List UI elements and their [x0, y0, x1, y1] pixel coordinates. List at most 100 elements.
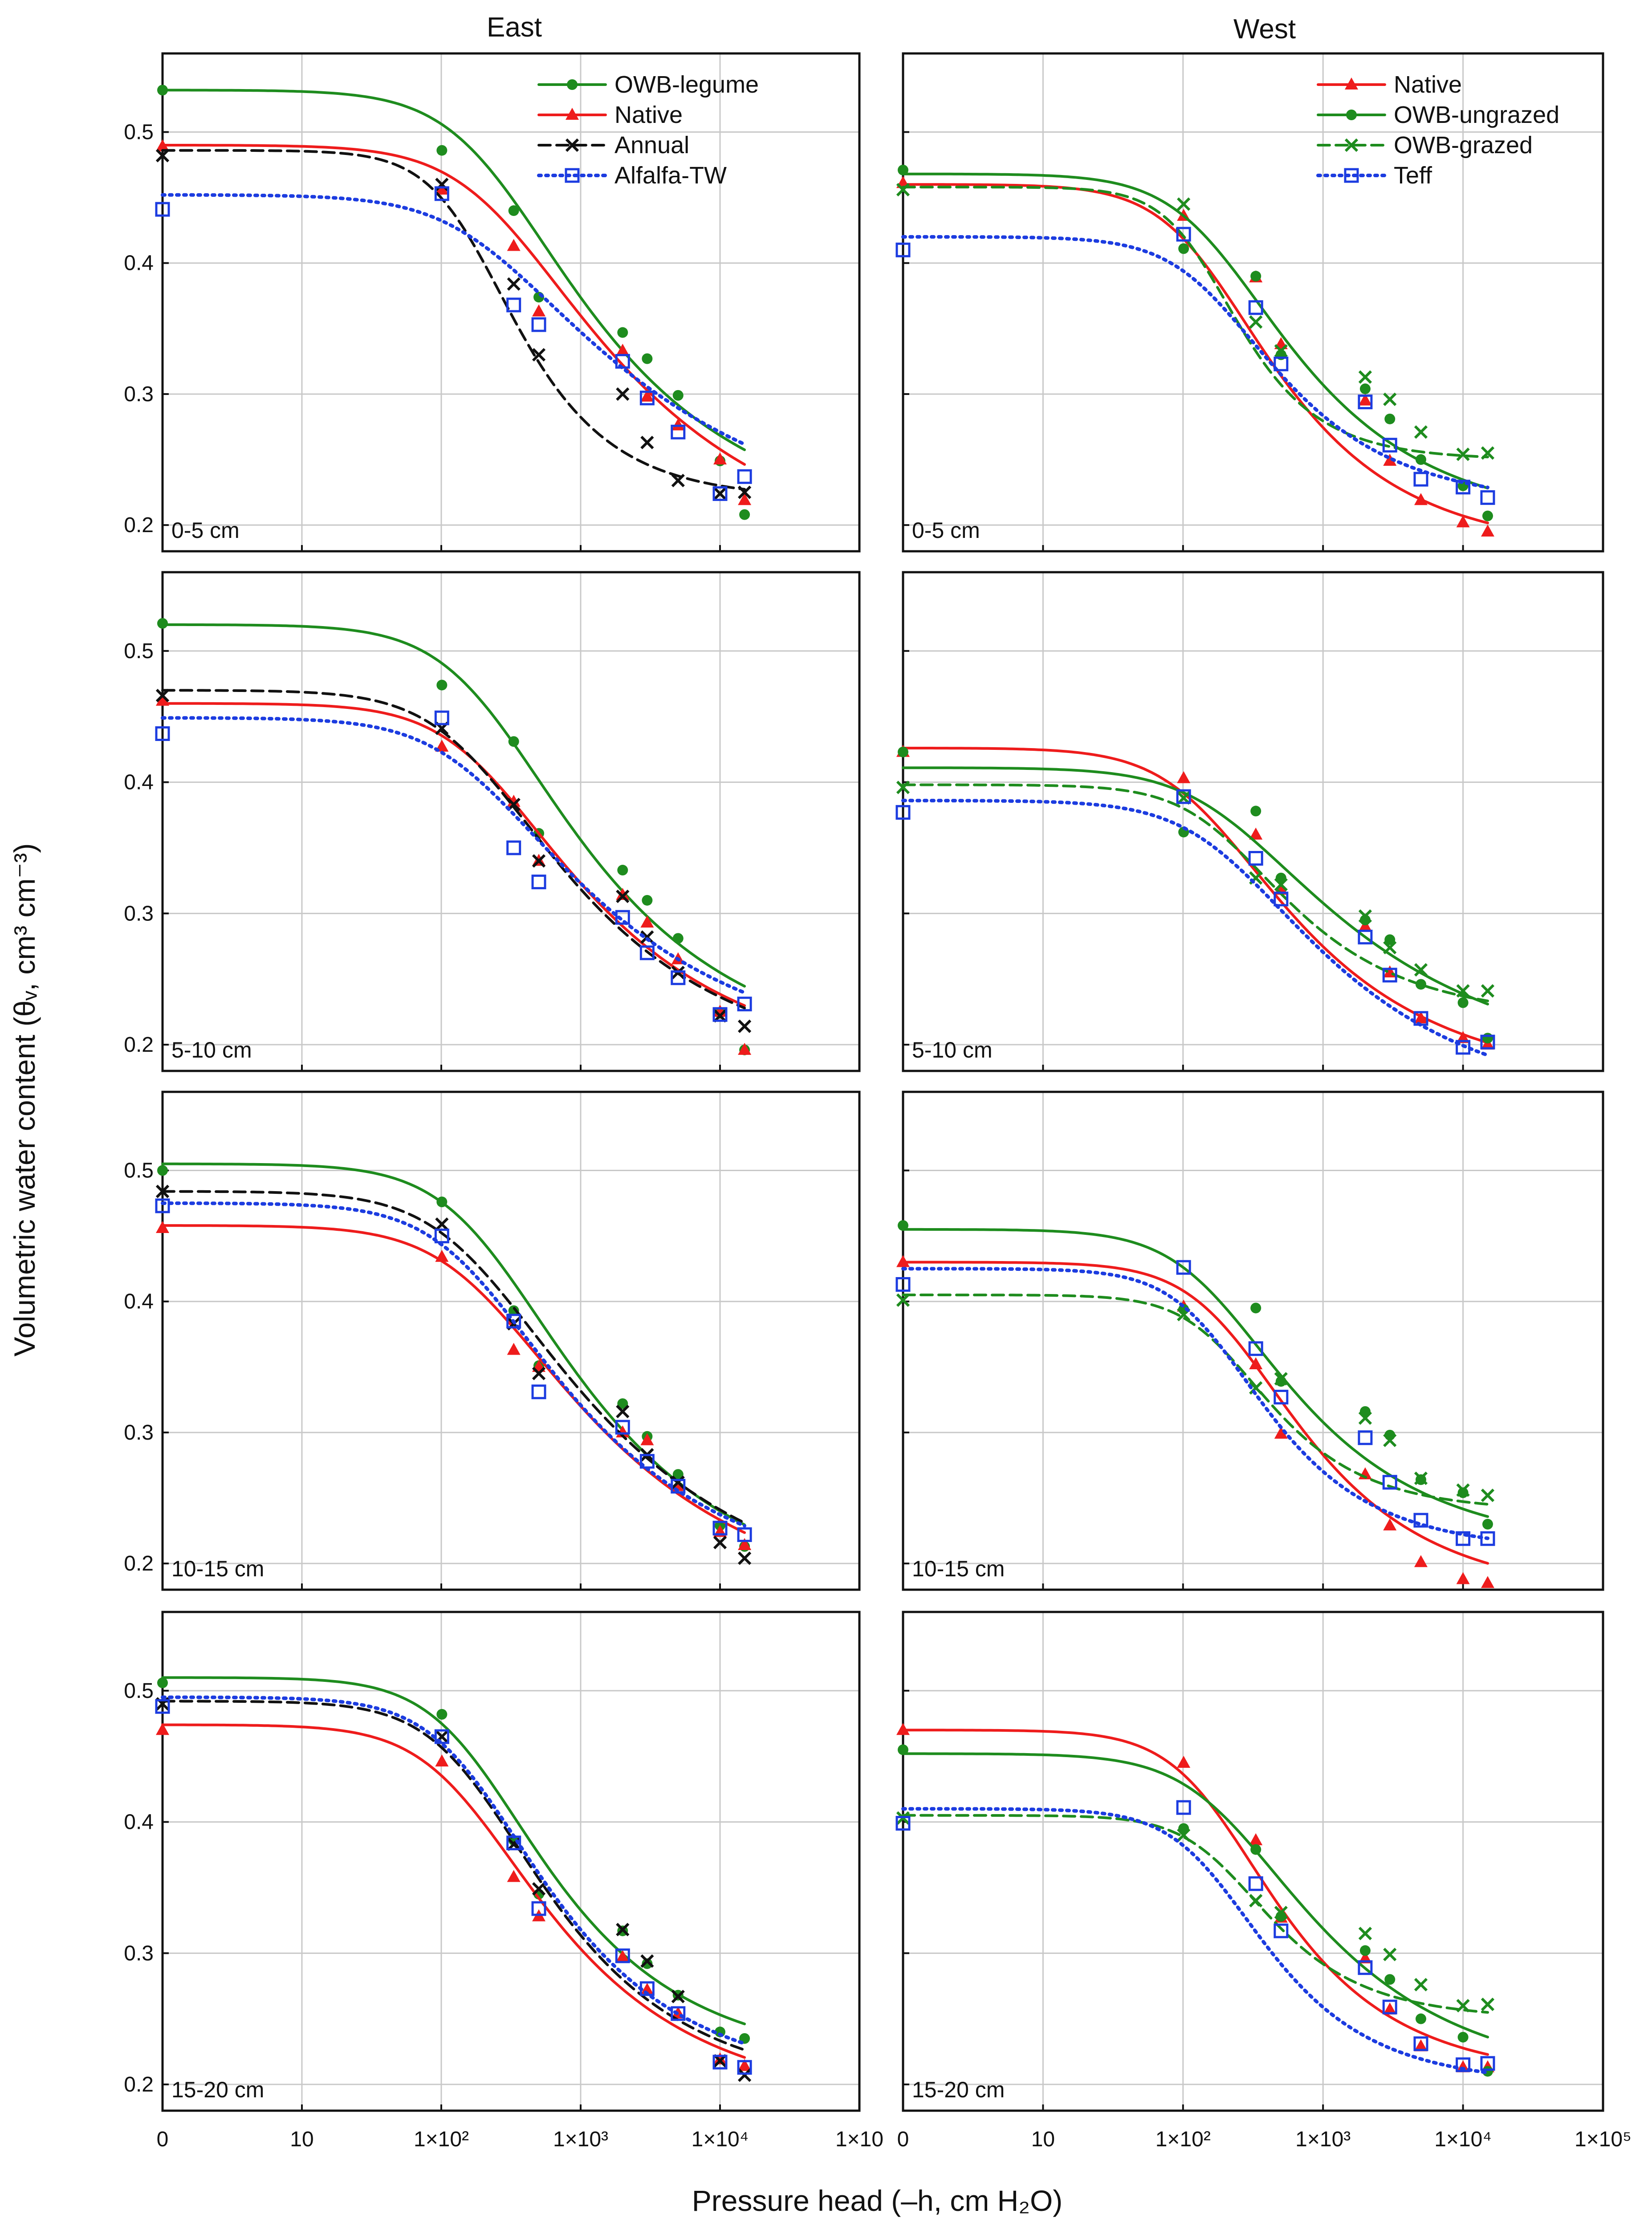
data-point-alfalfa-tw	[155, 726, 170, 741]
data-point-teff	[1248, 1341, 1263, 1356]
y-tick-label: 0.3	[124, 1421, 154, 1445]
legend-label: Native	[1394, 71, 1462, 98]
data-point-owb-ungrazed	[898, 746, 908, 757]
data-point-native	[507, 1343, 521, 1355]
column-title-east: East	[487, 12, 542, 43]
legend-marker	[566, 108, 579, 120]
y-tick-label: 0.5	[124, 1679, 154, 1703]
legend-label: Native	[614, 102, 683, 128]
data-point-teff	[1456, 1531, 1471, 1546]
data-point-owb-ungrazed	[1415, 454, 1426, 465]
fit-curve-owb-legume	[161, 623, 746, 988]
fit-curve-annual	[161, 1190, 746, 1524]
data-point-owb-legume	[617, 865, 628, 876]
data-point-native	[1274, 1426, 1288, 1439]
data-point-teff	[1358, 1960, 1373, 1975]
data-point-teff	[1480, 1034, 1495, 1050]
data-point-annual	[713, 487, 727, 501]
data-point-annual	[616, 1404, 630, 1418]
plot-frame	[161, 571, 861, 1072]
x-tick-label: 0	[897, 2128, 909, 2151]
y-tick-label: 0.2	[124, 1033, 154, 1057]
data-point-native	[1249, 1357, 1263, 1369]
data-point-owb-legume	[642, 353, 653, 364]
data-point-alfalfa-tw	[737, 469, 752, 484]
data-point-alfalfa-tw	[712, 486, 728, 501]
data-point-native	[1481, 524, 1494, 537]
data-point-teff	[1274, 1923, 1289, 1938]
data-point-alfalfa-tw	[434, 186, 449, 201]
data-point-alfalfa-tw	[639, 1981, 655, 1996]
fit-curve-annual	[161, 149, 746, 491]
y-tick-label: 0.5	[124, 121, 154, 144]
fit-curve-owb-ungrazed	[902, 1752, 1489, 2039]
plot-frame	[902, 52, 1604, 553]
data-point-teff	[895, 1816, 911, 1831]
data-point-owb-grazed	[1177, 197, 1191, 211]
data-point-alfalfa-tw	[155, 1198, 170, 1213]
panel-4: 0.2 0.3 0.4 0.5 10-15 cm	[124, 1091, 861, 1591]
data-point-teff	[1480, 2056, 1495, 2071]
data-point-owb-grazed	[896, 781, 910, 794]
fit-curve-native	[161, 143, 746, 466]
y-tick-label: 0.3	[124, 1941, 154, 1965]
data-point-owb-ungrazed	[1275, 1376, 1286, 1387]
fit-curve-alfalfa-tw	[161, 1695, 747, 2046]
data-point-owb-legume	[508, 736, 519, 747]
fit-curve-teff	[901, 1267, 1489, 1540]
data-point-annual	[671, 1990, 685, 2003]
data-point-native	[616, 1950, 630, 1962]
data-point-native	[640, 1433, 654, 1445]
legend-label: OWB-grazed	[1394, 132, 1533, 159]
data-point-owb-legume	[157, 618, 168, 629]
data-point-native	[156, 693, 169, 706]
data-point-owb-grazed	[1274, 878, 1288, 891]
data-point-teff	[1358, 929, 1373, 944]
depth-label: 5-10 cm	[912, 1038, 993, 1062]
data-point-alfalfa-tw	[506, 297, 521, 313]
plot-frame	[161, 1611, 861, 2112]
data-point-teff	[1382, 1999, 1397, 2014]
data-point-teff	[1176, 1260, 1191, 1275]
data-point-annual	[640, 1954, 654, 1968]
data-point-annual	[671, 1475, 685, 1489]
x-tick-label: 1×10⁴	[692, 2128, 749, 2151]
x-tick-label: 1×10	[835, 2128, 883, 2151]
data-point-native	[1383, 2002, 1397, 2015]
data-point-owb-ungrazed	[1250, 1844, 1261, 1855]
legend-marker	[565, 168, 580, 183]
depth-label: 0-5 cm	[912, 518, 980, 543]
legend-label: OWB-ungrazed	[1394, 102, 1559, 128]
data-point-teff	[1176, 1800, 1191, 1815]
fit-curve-native	[161, 1723, 746, 2059]
x-axis-label: Pressure head (–h, cm H₂O)	[692, 2184, 1063, 2217]
fit-curve-teff	[901, 235, 1489, 489]
data-point-native	[1414, 1011, 1428, 1024]
data-point-native	[1249, 1833, 1263, 1845]
data-point-owb-grazed	[1456, 448, 1470, 461]
data-point-annual	[532, 1882, 546, 1896]
data-point-native	[435, 1249, 449, 1262]
y-tick-label: 0.4	[124, 771, 154, 794]
data-point-annual	[532, 1367, 546, 1380]
data-point-teff	[1274, 891, 1289, 907]
data-point-owb-legume	[672, 390, 684, 401]
data-point-alfalfa-tw	[737, 997, 752, 1012]
data-point-teff	[1413, 1011, 1428, 1026]
fit-curve-owb-grazed	[902, 1814, 1489, 2014]
data-point-teff	[1456, 1040, 1471, 1055]
data-point-owb-ungrazed	[1482, 510, 1493, 521]
y-tick-label: 0.2	[124, 513, 154, 537]
panel-7: 0 10 1×10² 1×10³ 1×10⁴ 1×10⁵ 15-20 cm	[895, 1611, 1632, 2151]
fit-curve-alfalfa-tw	[161, 1201, 747, 1528]
data-point-alfalfa-tw	[615, 354, 630, 369]
fit-curve-owb-grazed	[902, 1294, 1489, 1506]
legend-label: Teff	[1394, 162, 1432, 189]
data-point-owb-legume	[672, 933, 684, 944]
data-point-owb-legume	[157, 1165, 168, 1176]
data-point-teff	[1358, 1430, 1373, 1445]
data-point-teff	[1480, 490, 1495, 505]
legend-label: Alfalfa-TW	[614, 162, 727, 189]
data-point-native	[156, 1221, 169, 1233]
